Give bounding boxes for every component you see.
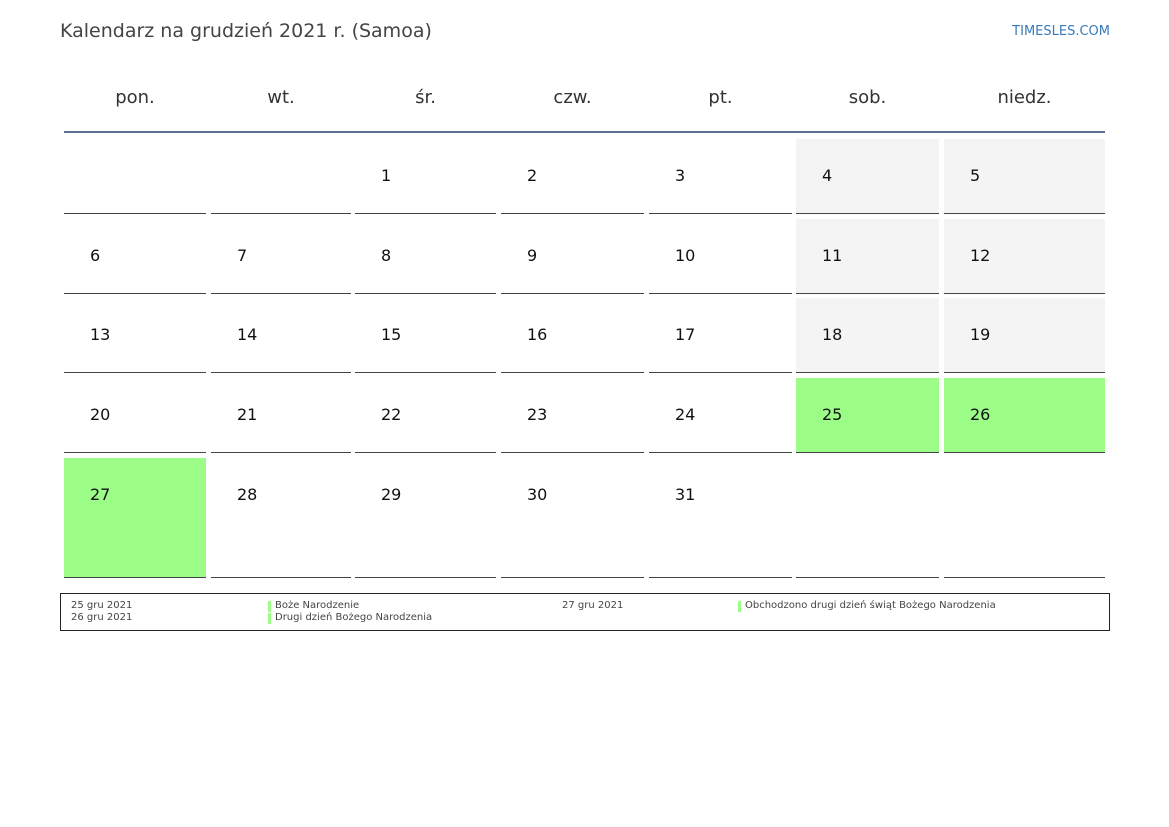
day-number: 2	[527, 166, 538, 185]
day-cell	[649, 219, 792, 294]
day-number: 10	[675, 246, 696, 265]
day-cell	[211, 378, 351, 453]
day-cell	[796, 458, 939, 578]
day-number: 26	[970, 405, 991, 424]
day-cell	[211, 139, 351, 214]
day-number: 17	[675, 325, 696, 344]
weekday-label: pt.	[708, 87, 733, 108]
day-cell	[944, 219, 1105, 294]
day-number: 29	[381, 485, 402, 504]
holiday-name: Obchodzono drugi dzień świąt Bożego Naro…	[745, 600, 996, 611]
day-cell	[355, 139, 496, 214]
day-cell	[355, 298, 496, 373]
day-cell	[649, 139, 792, 214]
day-cell	[944, 298, 1105, 373]
day-number: 8	[381, 246, 392, 265]
day-number: 7	[237, 246, 248, 265]
day-number: 27	[90, 485, 111, 504]
day-cell	[796, 219, 939, 294]
day-cell	[649, 298, 792, 373]
day-cell	[211, 458, 351, 578]
day-number: 22	[381, 405, 402, 424]
weekday-label: pon.	[115, 87, 155, 108]
day-cell	[944, 458, 1105, 578]
day-cell	[501, 139, 644, 214]
holiday-date: 25 gru 2021	[71, 600, 133, 611]
day-number: 9	[527, 246, 538, 265]
day-number: 23	[527, 405, 548, 424]
day-cell	[64, 298, 206, 373]
day-number: 3	[675, 166, 686, 185]
day-cell	[211, 219, 351, 294]
day-cell	[649, 378, 792, 453]
day-number: 4	[822, 166, 833, 185]
holiday-date: 27 gru 2021	[562, 600, 624, 611]
day-number: 16	[527, 325, 548, 344]
day-number: 24	[675, 405, 696, 424]
holiday-marker	[738, 601, 741, 612]
day-number: 30	[527, 485, 548, 504]
day-cell	[501, 298, 644, 373]
day-number: 19	[970, 325, 991, 344]
day-cell	[649, 458, 792, 578]
day-cell	[501, 458, 644, 578]
day-cell	[501, 378, 644, 453]
day-number: 15	[381, 325, 402, 344]
day-cell	[64, 219, 206, 294]
day-cell	[64, 378, 206, 453]
day-number: 14	[237, 325, 258, 344]
holiday-date: 26 gru 2021	[71, 612, 133, 623]
day-cell	[796, 139, 939, 214]
day-cell	[796, 298, 939, 373]
day-cell	[944, 139, 1105, 214]
day-cell	[355, 458, 496, 578]
day-number: 28	[237, 485, 258, 504]
day-cell	[355, 219, 496, 294]
holiday-marker	[268, 601, 271, 612]
day-number: 5	[970, 166, 981, 185]
holiday-name: Drugi dzień Bożego Narodzenia	[275, 612, 433, 623]
day-number: 11	[822, 246, 843, 265]
day-cell	[64, 139, 206, 214]
holiday-name: Boże Narodzenie	[275, 600, 360, 611]
day-number: 13	[90, 325, 111, 344]
day-cell	[355, 378, 496, 453]
day-number: 21	[237, 405, 258, 424]
day-cell	[64, 458, 206, 578]
day-cell	[944, 378, 1105, 453]
day-cell	[211, 298, 351, 373]
day-cell	[501, 219, 644, 294]
holiday-marker	[268, 613, 271, 624]
day-number: 12	[970, 246, 991, 265]
day-number: 1	[381, 166, 392, 185]
weekday-label: niedz.	[997, 87, 1052, 108]
day-number: 6	[90, 246, 101, 265]
legend-box	[60, 593, 1110, 631]
header-line	[64, 131, 1105, 133]
weekday-label: śr.	[415, 87, 436, 108]
day-number: 25	[822, 405, 843, 424]
day-number: 20	[90, 405, 111, 424]
day-number: 18	[822, 325, 843, 344]
day-cell	[796, 378, 939, 453]
title: Kalendarz na grudzień 2021 r. (Samoa)	[60, 20, 432, 42]
site-link[interactable]: TIMESLES.COM	[1012, 24, 1110, 39]
weekday-label: wt.	[267, 87, 295, 108]
weekday-label: sob.	[848, 87, 887, 108]
weekday-label: czw.	[553, 87, 592, 108]
day-number: 31	[675, 485, 696, 504]
